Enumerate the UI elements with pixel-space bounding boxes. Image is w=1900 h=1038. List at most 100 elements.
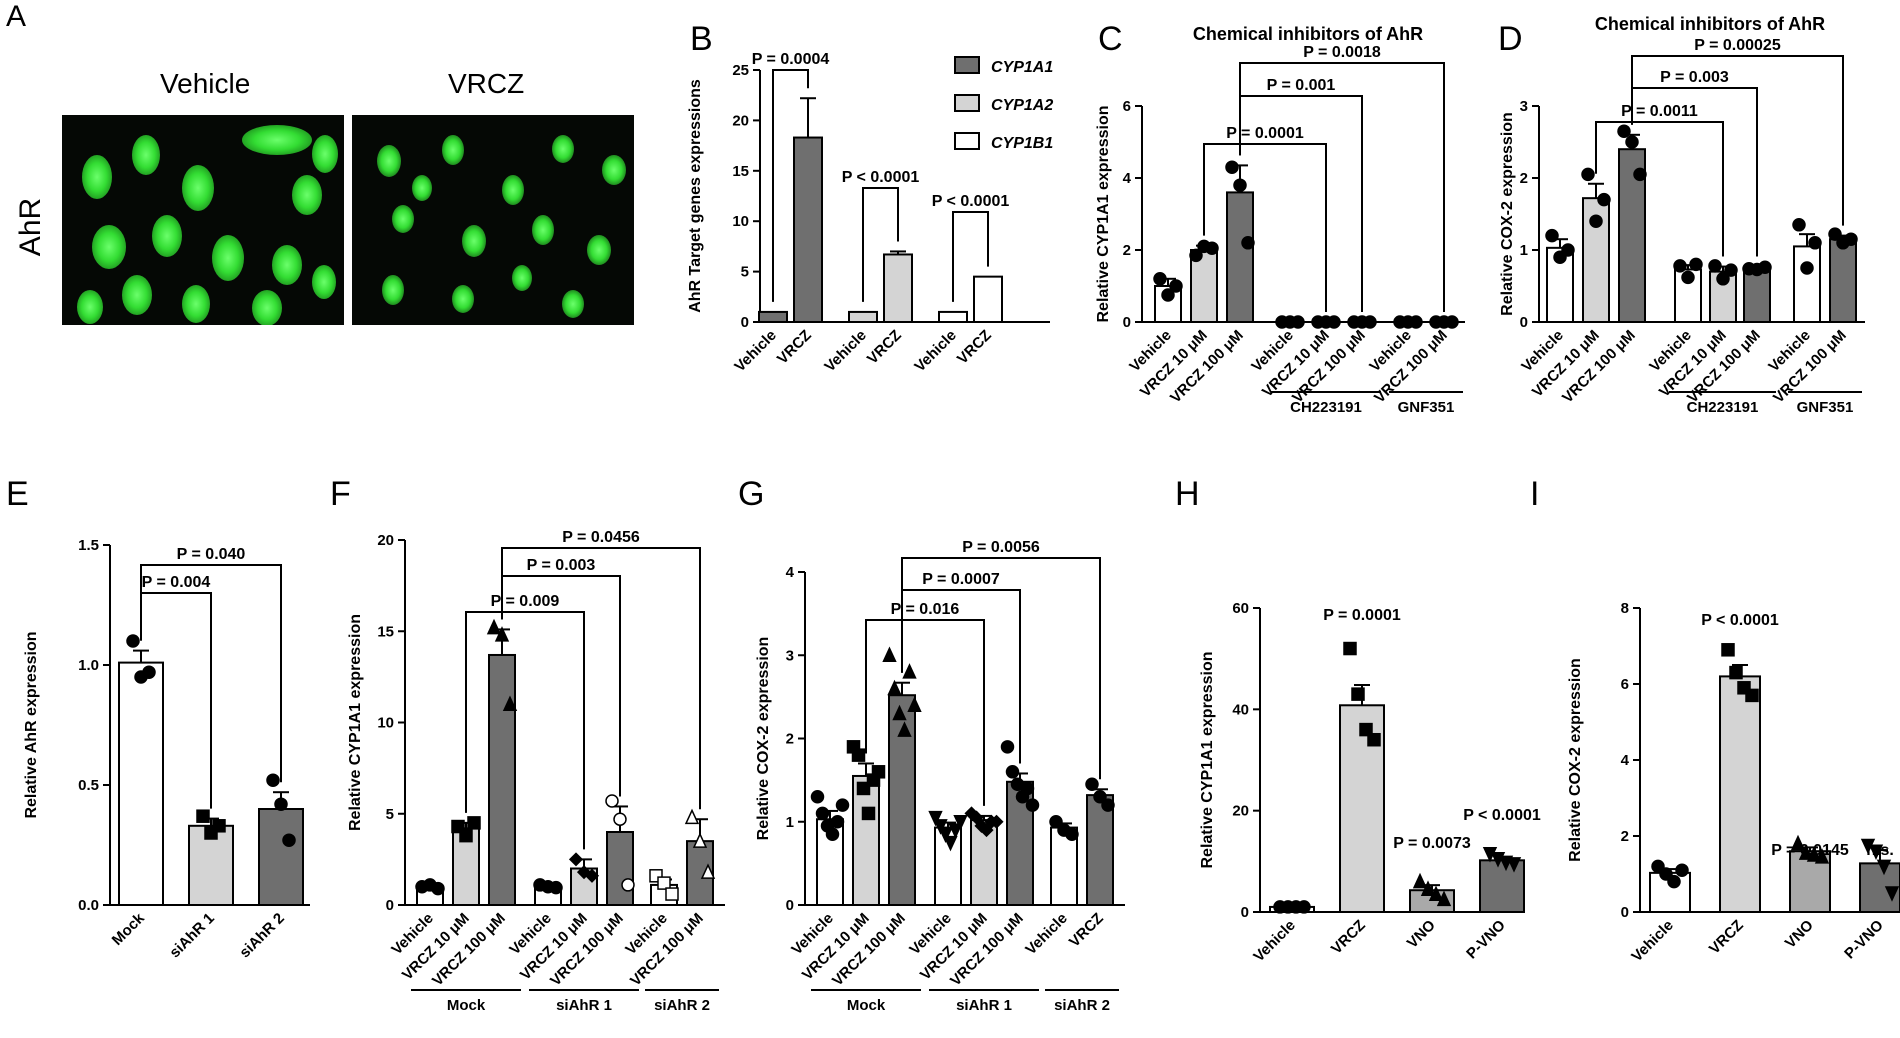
x-tick-label: VNO <box>1782 917 1817 952</box>
bar <box>848 310 878 324</box>
data-point <box>1589 214 1603 228</box>
data-point <box>1806 846 1822 862</box>
cell-nucleus <box>312 265 336 299</box>
y-tick-label: 4 <box>786 564 795 581</box>
bar <box>488 653 516 906</box>
chart-d: D Chemical inhibitors of AhR 0 1 2 3Relative … <box>1498 14 1865 416</box>
data-point <box>882 646 897 662</box>
cell-nucleus <box>532 215 554 245</box>
data-point <box>989 814 1004 829</box>
data-point <box>1359 722 1373 737</box>
p-value-label: P = 0.0073 <box>1393 835 1471 852</box>
data-point <box>1020 781 1035 796</box>
p-value-label: P = 0.004 <box>142 574 211 591</box>
y-tick-label: 0.5 <box>78 777 99 794</box>
cell-nucleus <box>92 225 126 269</box>
y-axis-label: AhR Target genes expressions <box>687 79 704 313</box>
x-tick-label: Vehicle <box>731 327 780 376</box>
data-point <box>700 863 716 879</box>
data-point <box>1025 798 1040 812</box>
y-tick-label: 0 <box>1520 314 1528 331</box>
data-point <box>1681 270 1695 285</box>
bar <box>1649 871 1691 913</box>
cell-nucleus <box>602 155 626 185</box>
data-point <box>1005 765 1020 779</box>
bar <box>118 661 164 906</box>
data-point <box>1412 872 1428 889</box>
group-label: CH223191 <box>1687 399 1759 416</box>
cell-nucleus <box>292 175 322 215</box>
p-value-label: P = 0.0001 <box>1226 125 1304 142</box>
chart-h: H 0 20 40 60 Relative CYP1A1 expression Vehicl… <box>1175 475 1541 965</box>
cell-nucleus <box>252 290 282 325</box>
data-point <box>928 810 943 827</box>
data-point <box>1428 885 1444 902</box>
x-tick-label: Vehicle <box>1250 917 1299 966</box>
p-value-label: P = 0.0011 <box>1621 103 1698 120</box>
y-tick-label: 6 <box>1123 98 1131 115</box>
chart-e: E 0.0 0.5 1.0 1.5 Relative AhR expression Mock… <box>6 475 310 961</box>
panel-a-letter: A <box>6 0 27 33</box>
panel-letter: B <box>690 20 713 58</box>
data-point <box>1049 815 1063 829</box>
data-point <box>1814 848 1830 864</box>
bar <box>1829 238 1857 323</box>
significance-bracket <box>1203 143 1327 312</box>
p-value-label: P = 0.00025 <box>1694 37 1781 54</box>
y-tick-label: 25 <box>732 62 749 79</box>
data-point <box>1065 827 1079 841</box>
y-tick-label: 0.0 <box>78 897 99 914</box>
data-point <box>613 812 627 826</box>
data-point <box>825 827 840 841</box>
data-point <box>1721 643 1735 657</box>
x-tick-label: Vehicle <box>1628 917 1677 966</box>
legend-label: CYP1A2 <box>991 97 1053 114</box>
data-point <box>1561 243 1575 257</box>
y-tick-label: 60 <box>1232 600 1249 617</box>
data-point <box>897 721 912 737</box>
data-point <box>1884 886 1900 902</box>
cell-nucleus <box>412 175 432 201</box>
group-label: GNF351 <box>1398 399 1455 416</box>
data-point <box>1241 236 1255 250</box>
y-tick-label: 2 <box>1621 828 1629 845</box>
data-point <box>1617 124 1631 138</box>
x-tick-label: VNO <box>1404 917 1439 952</box>
panel-letter: G <box>738 475 764 513</box>
vrcz-micrograph <box>352 115 634 325</box>
data-point <box>126 634 140 648</box>
y-axis-label: Relative CYP1A1 expression <box>1095 106 1112 323</box>
data-point <box>902 663 917 679</box>
x-tick-label: siAhR 2 <box>236 910 288 962</box>
data-point <box>1351 687 1365 701</box>
group-label: siAhR 1 <box>556 997 612 1014</box>
data-point <box>1659 867 1673 881</box>
p-value-label: P = 0.001 <box>1267 77 1336 94</box>
group-label: CH223191 <box>1290 399 1362 416</box>
x-tick-label: VRCZ <box>1328 917 1369 958</box>
y-tick-label: 2 <box>1123 242 1131 259</box>
y-tick-label: 20 <box>1232 803 1249 820</box>
y-tick-label: 40 <box>1232 701 1249 718</box>
legend-swatch <box>954 132 980 150</box>
p-value-label: P = 0.003 <box>527 557 596 574</box>
data-point <box>1651 859 1665 874</box>
data-point <box>979 823 994 838</box>
data-point <box>1420 880 1436 896</box>
data-point <box>1297 900 1311 914</box>
p-value-label: P = 0.0056 <box>962 539 1040 556</box>
data-point <box>1085 777 1099 792</box>
data-point <box>1153 272 1167 286</box>
y-tick-label: 1 <box>786 814 794 831</box>
bar <box>606 831 634 906</box>
data-point <box>943 835 958 852</box>
data-point <box>1581 167 1595 182</box>
p-value-label: P < 0.0001 <box>842 169 920 186</box>
bar <box>852 774 880 907</box>
p-value-label: P = 0.0456 <box>562 529 640 546</box>
legend-label: CYP1B1 <box>991 135 1053 152</box>
data-point <box>1436 890 1452 907</box>
data-point <box>1808 236 1822 250</box>
